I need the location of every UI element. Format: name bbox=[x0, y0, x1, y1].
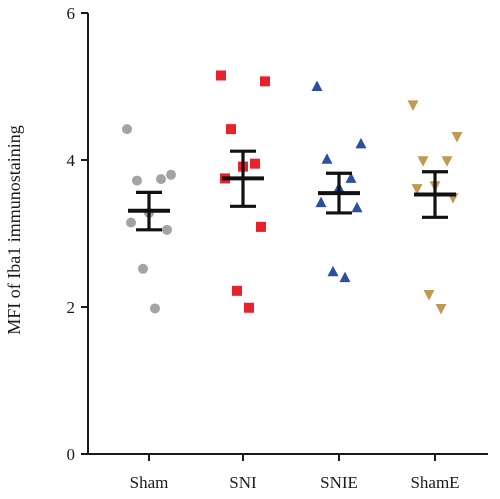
data-point bbox=[226, 124, 236, 135]
data-point bbox=[126, 217, 136, 228]
x-tick-label: SNIE bbox=[320, 473, 358, 492]
data-point bbox=[150, 303, 160, 314]
data-point bbox=[417, 156, 429, 167]
data-point bbox=[321, 153, 333, 164]
y-tick-label: 2 bbox=[67, 298, 76, 317]
data-point bbox=[435, 303, 447, 315]
data-point bbox=[351, 201, 363, 213]
data-point bbox=[260, 76, 270, 87]
data-point bbox=[166, 169, 176, 180]
data-point bbox=[327, 265, 339, 277]
y-tick-label: 4 bbox=[67, 151, 76, 170]
data-point bbox=[256, 221, 266, 232]
data-point bbox=[162, 224, 172, 235]
data-point bbox=[423, 290, 435, 301]
series-snie bbox=[311, 80, 367, 283]
data-point bbox=[138, 263, 148, 274]
data-point bbox=[132, 175, 142, 186]
x-tick-label: Sham bbox=[130, 473, 169, 492]
axes: 0 2 4 6 Sham SNI SNIE ShamE bbox=[67, 4, 488, 492]
data-point bbox=[411, 184, 423, 195]
data-point bbox=[315, 196, 327, 208]
data-point bbox=[311, 80, 323, 91]
data-point bbox=[156, 174, 166, 185]
x-tick-label: ShamE bbox=[410, 473, 459, 492]
data-point bbox=[441, 156, 453, 167]
data-point bbox=[244, 302, 254, 313]
data-point bbox=[407, 100, 419, 111]
data-point bbox=[451, 131, 463, 143]
y-tick-label: 0 bbox=[67, 445, 76, 464]
plot-marks bbox=[122, 70, 463, 315]
data-point bbox=[345, 172, 357, 183]
data-point bbox=[250, 158, 260, 169]
y-axis-title: MFI of Iba1 immunostaining bbox=[4, 125, 24, 335]
x-tick-label: SNI bbox=[229, 473, 257, 492]
data-point bbox=[355, 137, 367, 149]
data-point bbox=[339, 271, 351, 283]
y-tick-label: 6 bbox=[67, 4, 76, 23]
series-sni bbox=[216, 70, 270, 313]
data-point bbox=[122, 124, 132, 135]
series-shame bbox=[407, 100, 463, 315]
series-sham bbox=[122, 124, 176, 314]
data-point bbox=[232, 285, 242, 296]
data-point bbox=[216, 70, 226, 81]
